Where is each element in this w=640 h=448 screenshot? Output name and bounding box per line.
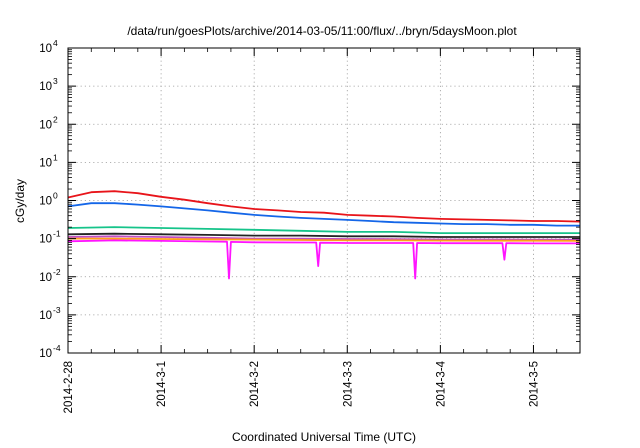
series-line [67,239,580,280]
y-tick-exponent: 3 [53,76,58,86]
y-tick-base: 10 [39,81,52,93]
y-tick-base: 10 [39,348,52,360]
y-tick-exponent: -3 [53,305,61,315]
y-tick-label: 10-3 [39,305,61,322]
y-tick-label: 101 [39,152,58,169]
series-line [68,237,581,242]
x-axis-label: Coordinated Universal Time (UTC) [232,430,416,444]
series-layer [67,190,581,280]
y-tick-label: 10-2 [39,267,61,284]
y-tick-label: 100 [39,191,58,208]
series-line [67,235,580,241]
y-tick-exponent: -1 [53,229,61,239]
y-tick-label: 103 [39,76,58,93]
y-tick-base: 10 [39,272,52,284]
ticks [67,47,580,354]
series-line [67,226,580,235]
y-tick-exponent: 1 [53,152,58,162]
y-tick-label: 10-1 [39,229,61,246]
y-tick-label: 102 [39,114,58,131]
y-tick-base: 10 [39,234,52,246]
x-tick-label: 2014-3-1 [156,361,168,407]
y-tick-exponent: 2 [53,114,58,124]
y-tick-label: 10-4 [39,343,61,360]
y-tick-base: 10 [39,310,52,322]
x-tick-label: 2014-3-2 [249,361,261,407]
series-line [67,202,580,227]
x-tick-label: 2014-3-4 [435,360,447,407]
series-line [67,232,580,238]
y-tick-exponent: -4 [53,343,61,353]
y-tick-exponent: -2 [53,267,61,277]
chart-title: /data/run/goesPlots/archive/2014-03-05/1… [127,24,517,38]
x-tick-label: 2014-3-3 [342,361,354,407]
x-tick-label: 2014-2-28 [63,361,75,413]
y-tick-base: 10 [39,157,52,169]
y-tick-exponent: 0 [53,191,58,201]
y-tick-base: 10 [39,119,52,131]
grid [68,48,580,353]
y-tick-label: 104 [39,38,58,55]
x-tick-labels: 2014-2-28 2014-3-1 2014-3-2 2014-3-3 2014-3-… [63,360,540,413]
x-tick-label: 2014-3-5 [528,361,540,407]
y-tick-base: 10 [39,196,52,208]
y-axis-label: cGy/day [13,179,27,223]
series-line [67,190,581,223]
y-tick-base: 10 [39,43,52,55]
y-tick-exponent: 4 [53,38,58,48]
